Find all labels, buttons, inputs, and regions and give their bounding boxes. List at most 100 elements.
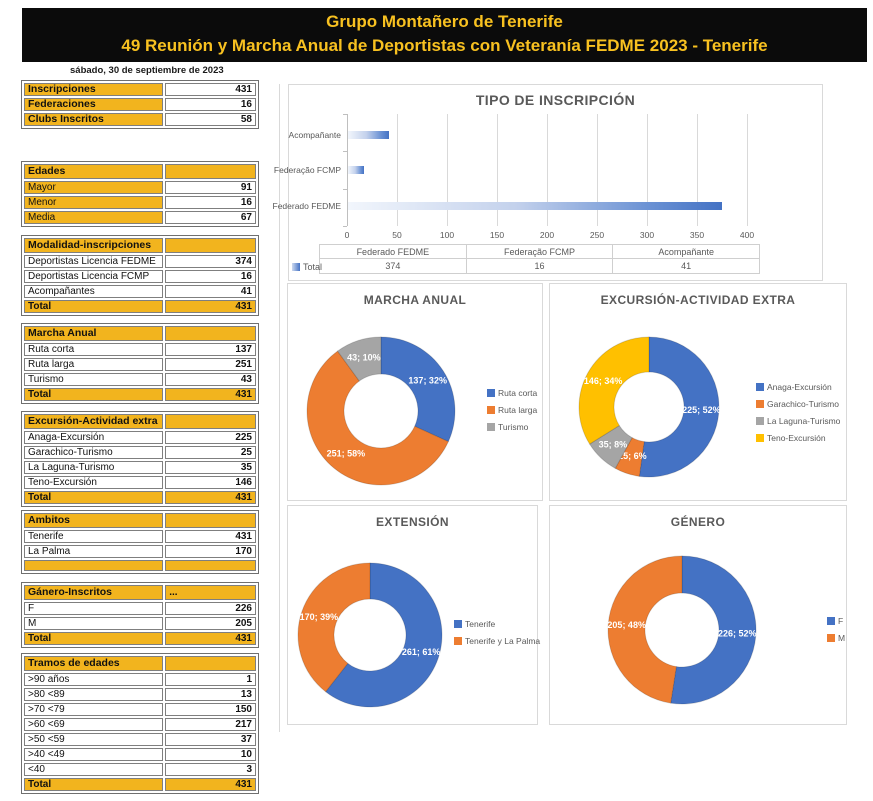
table-row: >70 <79 150 [24,703,256,716]
table-row: Excursión-Actividad extra [24,414,256,429]
legend-label: Tenerife [465,619,496,629]
table-row: Acompañantes 41 [24,285,256,298]
bar-data-table: Federado FEDME Federação FCMP Acompañante 3… [319,244,760,274]
table-cell-total-label: Total [24,491,164,504]
table-cell-label: Tenerife [24,530,164,543]
column-divider [279,84,280,732]
slice-value-label: 205; 48% [607,620,646,630]
table-cell-value: 35 [165,461,256,474]
legend-label: Tenerife y La Palma [465,636,541,646]
donut-chart-extension: 261; 61% 170; 39% [297,562,443,708]
table-cell-label: Turismo [24,373,164,386]
table-cell-value: 3 [165,763,256,776]
axis-tick-label: 100 [439,230,455,240]
table-cell-value: 170 [165,545,256,558]
bar-table-cell: 41 [681,261,692,271]
legend-label: Anaga-Excursión [767,382,832,392]
table-cell-value: 10 [165,748,256,761]
table-cell-total-value: 431 [165,491,256,504]
table-row: Anaga-Excursión 225 [24,431,256,444]
table-cell-total-label: Total [24,300,164,313]
table-cell-value: 431 [165,83,256,96]
table-row: Total 431 [24,491,256,504]
table-cell-label: Clubs Inscritos [24,113,164,126]
summary-table-3: Modalidad-inscripciones Deportistas Licen… [21,235,259,316]
category-axis-tick [343,226,347,227]
table-header-label: Gánero-Inscritos [24,585,164,600]
legend-label: Ruta corta [498,388,538,398]
donut-slice [380,336,456,443]
donut-slice [607,555,683,704]
axis-tick-label: 200 [539,230,555,240]
table-row: Gánero-Inscritos... [24,585,256,600]
legend-item: Tenerife [454,619,495,629]
table-row: Garachico-Turismo 25 [24,446,256,459]
slice-value-label: 146; 34% [584,376,623,386]
table-cell-value: 58 [165,113,256,126]
slice-value-label: 226; 52% [718,629,757,639]
legend-item: Anaga-Excursión [756,382,832,392]
table-cell-label: >80 <89 [24,688,164,701]
table-cell-label: F [24,602,164,615]
table-header-value [165,513,256,528]
summary-table-1: Inscripciones 431 Federaciones 16 Clubs Insc… [21,80,259,129]
table-cell-total-label: Total [24,778,164,791]
table-row: >80 <89 13 [24,688,256,701]
table-row: Ruta larga 251 [24,358,256,371]
table-cell-label: Media [24,211,164,224]
table-cell-label: >60 <69 [24,718,164,731]
table-row: Inscripciones 431 [24,83,256,96]
table-row: La Palma 170 [24,545,256,558]
table-header-label: Tramos de edades [24,656,164,671]
table-row: <40 3 [24,763,256,776]
donut-title-genero: GÉNERO [670,515,726,529]
table-cell-label: Mayor [24,181,164,194]
table-cell-value: 150 [165,703,256,716]
table-row: Ruta corta 137 [24,343,256,356]
table-cell-label: >90 años [24,673,164,686]
table-cell-total-label: Total [24,388,164,401]
table-row [24,560,256,571]
table-row: Total 431 [24,300,256,313]
table-cell-label: >50 <59 [24,733,164,746]
bar-plot-area: 0 50 100 150 200 250 300 350 400 Acompañante Feder… [273,85,822,280]
legend-marker-icon [756,417,764,425]
table-header-value [165,326,256,341]
gridline [597,114,598,226]
summary-table-2: Edades Mayor 91 Menor 16 Media 67 [21,161,259,227]
table-header-label: Marcha Anual [24,326,164,341]
gridline [497,114,498,226]
table-cell-value: 1 [165,673,256,686]
header-title-line1: Grupo Montañero de Tenerife [326,12,563,31]
table-cell-value: 146 [165,476,256,489]
bar [348,202,722,210]
legend-marker-icon [487,389,495,397]
table-header-value [165,414,256,429]
table-cell-empty [165,560,256,571]
bar-table-value-row: 374 16 41 [320,259,759,273]
table-cell-value: 41 [165,285,256,298]
donut-title-marcha-anual: MARCHA ANUAL [363,293,467,307]
table-header-value [165,656,256,671]
legend-label: Turismo [498,422,529,432]
table-cell-label: >70 <79 [24,703,164,716]
table-cell-value: 13 [165,688,256,701]
axis-tick-label: 50 [392,230,402,240]
total-series-icon [292,263,300,271]
table-header-label: Modalidad-inscripciones [24,238,164,253]
table-row: Federaciones 16 [24,98,256,111]
bar-category-label: Federado FEDME [272,201,342,211]
table-cell-label: La Laguna-Turismo [24,461,164,474]
donut-slice [306,350,450,486]
table-cell-label: Acompañantes [24,285,164,298]
value-axis-line [347,114,348,226]
table-cell-value: 16 [165,98,256,111]
table-row: Deportistas Licencia FEDME 374 [24,255,256,268]
table-row: Modalidad-inscripciones [24,238,256,253]
table-row: M 205 [24,617,256,630]
legend-item: Turismo [487,422,528,432]
total-legend-label: Total [303,262,323,272]
table-row: La Laguna-Turismo 35 [24,461,256,474]
legend-item: Ruta corta [487,388,537,398]
legend-marker-icon [827,634,835,642]
